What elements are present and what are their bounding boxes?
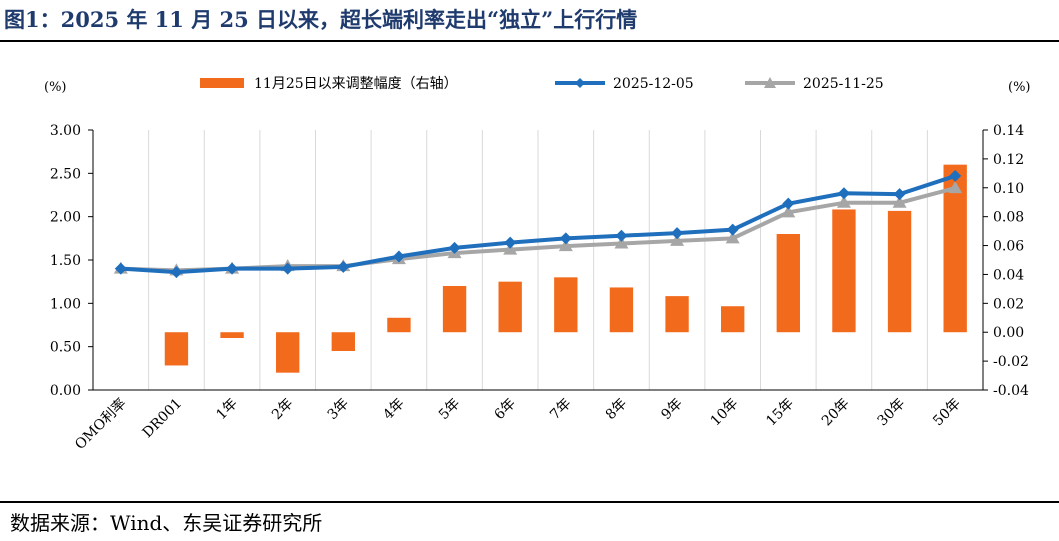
bar-30年 — [887, 210, 912, 333]
point-2025-12-05-5年 — [448, 241, 461, 254]
point-2025-11-25-7年 — [558, 239, 573, 252]
bar-3年 — [331, 332, 355, 351]
x-tick-label: 1年 — [213, 396, 241, 424]
bar-50年 — [943, 164, 967, 333]
legend-marker-line-old — [764, 77, 776, 88]
legend: 11月25日以来调整幅度（右轴） 2025-12-05 2025-11-25 — [200, 76, 884, 92]
right-tick-label: 0.14 — [993, 123, 1024, 139]
point-2025-12-05-4年 — [392, 250, 405, 263]
point-2025-12-05-1年 — [226, 262, 239, 275]
bar-9年 — [665, 296, 689, 333]
point-2025-12-05-DR001 — [170, 266, 183, 279]
right-tick-label: -0.04 — [993, 383, 1029, 399]
legend-swatch-bar — [200, 78, 244, 88]
left-tick-label: 0.50 — [50, 340, 81, 356]
bar-10年 — [721, 306, 745, 333]
point-2025-12-05-8年 — [615, 229, 628, 242]
right-tick-label: 0.00 — [993, 325, 1024, 341]
bar-7年 — [554, 277, 578, 333]
x-tick-label: 20年 — [819, 396, 853, 430]
source-note: 数据来源：Wind、东吴证券研究所 — [10, 511, 323, 535]
bar-6年 — [498, 281, 522, 333]
legend-label-line-old: 2025-11-25 — [803, 76, 884, 92]
point-2025-12-05-30年 — [893, 188, 906, 201]
right-axis-unit: (%) — [1008, 80, 1031, 95]
point-2025-12-05-50年 — [949, 169, 962, 182]
x-tick-label: 8年 — [603, 396, 631, 424]
line-series — [113, 169, 963, 279]
chart: 11月25日以来调整幅度（右轴） 2025-12-05 2025-11-25 (… — [44, 76, 1031, 453]
bar-1年 — [220, 332, 244, 338]
point-2025-12-05-9年 — [671, 227, 684, 240]
point-2025-11-25-15年 — [781, 205, 796, 218]
point-2025-11-25-10年 — [725, 231, 740, 244]
x-tick-label: 3年 — [325, 396, 353, 424]
right-axis-ticks: -0.04 -0.02 0.00 0.02 0.04 0.06 0.08 0.10 0.12 0.… — [983, 123, 1029, 399]
bar-5年 — [442, 286, 467, 333]
point-2025-12-05-10年 — [726, 223, 739, 236]
x-tick-label: OMO利率 — [71, 395, 129, 453]
left-axis-ticks: 0.00 0.50 1.00 1.50 2.00 2.50 3.00 — [50, 123, 93, 399]
point-2025-11-25-30年 — [892, 195, 907, 208]
left-tick-label: 1.50 — [50, 253, 81, 269]
point-2025-12-05-6年 — [504, 236, 517, 249]
right-tick-label: 0.08 — [993, 210, 1024, 226]
legend-label-bar: 11月25日以来调整幅度（右轴） — [254, 76, 458, 92]
left-axis-unit: (%) — [44, 80, 67, 95]
top-rule — [0, 40, 1059, 42]
x-tick-label: 5年 — [436, 396, 464, 424]
right-tick-label: 0.06 — [993, 239, 1024, 255]
left-tick-label: 1.00 — [50, 296, 81, 312]
x-tick-label: 7年 — [547, 396, 575, 424]
point-2025-11-25-20年 — [836, 195, 851, 208]
line-2025-12-05 — [120, 174, 956, 275]
bottom-rule — [0, 501, 1059, 503]
x-tick-label: 15年 — [763, 396, 797, 430]
legend-marker-line-new — [575, 78, 585, 88]
bar-DR001 — [164, 332, 189, 366]
x-tick-label: 6年 — [491, 396, 519, 424]
point-2025-12-05-20年 — [837, 187, 850, 200]
point-2025-12-05-2年 — [281, 262, 294, 275]
bar-series — [164, 164, 967, 373]
left-tick-label: 2.50 — [50, 166, 81, 182]
bar-4年 — [387, 317, 411, 333]
point-2025-12-05-OMO利率 — [114, 262, 127, 275]
x-tick-label: 50年 — [930, 396, 964, 430]
right-tick-label: 0.10 — [993, 181, 1024, 197]
x-tick-label: 4年 — [380, 396, 408, 424]
right-tick-label: 0.04 — [993, 267, 1024, 283]
bar-20年 — [832, 209, 856, 333]
gridlines — [148, 130, 928, 390]
legend-label-line-new: 2025-12-05 — [613, 76, 694, 92]
figure-title: 图1：2025 年 11 月 25 日以来，超长端利率走出“独立”上行行情 — [4, 7, 638, 32]
x-tick-label: DR001 — [140, 396, 186, 442]
right-tick-label: 0.02 — [993, 296, 1024, 312]
bar-15年 — [776, 234, 800, 333]
left-tick-label: 2.00 — [50, 210, 81, 226]
left-tick-label: 3.00 — [50, 123, 81, 139]
x-tick-label: 30年 — [875, 396, 909, 430]
point-2025-11-25-8年 — [614, 236, 629, 249]
x-axis-labels: OMO利率 DR001 1年 2年 3年 4年 5年 6年 7年 8年 9年 10年 15年 20年 30年… — [71, 395, 964, 453]
bar-8年 — [609, 287, 634, 333]
point-2025-11-25-50年 — [948, 181, 963, 194]
x-tick-label: 2年 — [269, 396, 297, 424]
bar-2年 — [276, 332, 300, 373]
point-2025-11-25-9年 — [670, 233, 685, 246]
right-tick-label: 0.12 — [993, 152, 1024, 168]
point-2025-12-05-7年 — [559, 232, 572, 245]
x-tick-label: 10年 — [708, 396, 742, 430]
left-tick-label: 0.00 — [50, 383, 81, 399]
x-tick-label: 9年 — [658, 396, 686, 424]
point-2025-12-05-15年 — [782, 197, 795, 210]
right-tick-label: -0.02 — [993, 354, 1029, 370]
point-2025-12-05-3年 — [337, 260, 350, 273]
